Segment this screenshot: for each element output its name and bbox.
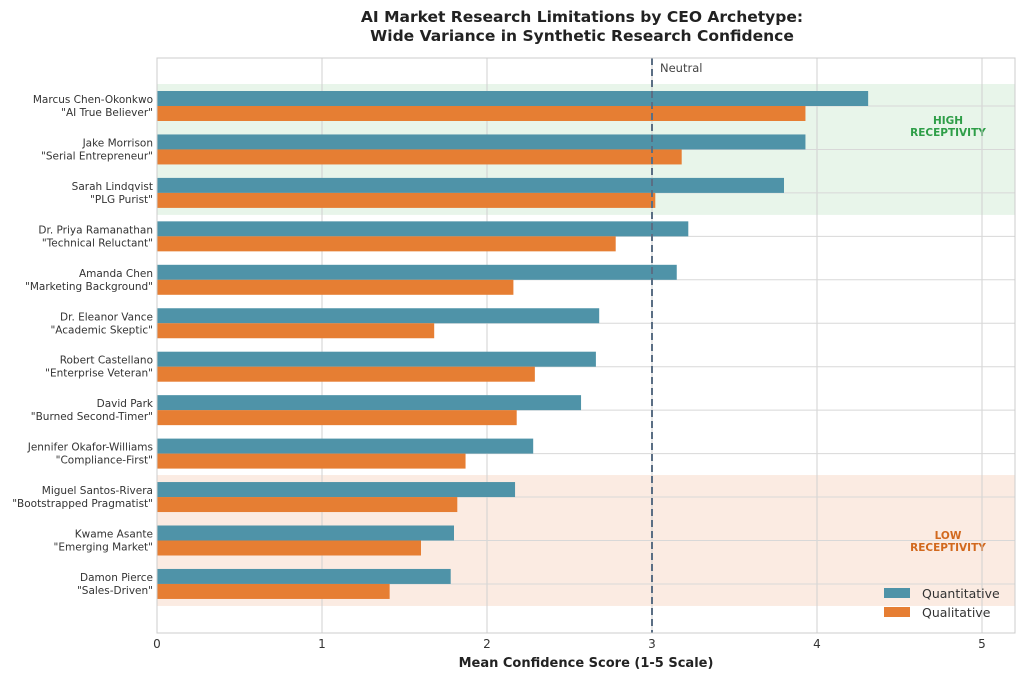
y-tick-name: Kwame Asante <box>75 529 153 541</box>
band-label-line2: RECEPTIVITY <box>910 127 986 139</box>
y-tick-name: Marcus Chen-Okonkwo <box>33 94 153 106</box>
neutral-reference: Neutral <box>651 58 702 633</box>
legend-label-qualitative: Qualitative <box>922 605 991 620</box>
legend-label-quantitative: Quantitative <box>922 586 1000 601</box>
y-tick-name: Miguel Santos-Rivera <box>42 485 153 497</box>
band-label-line1: LOW <box>935 530 962 542</box>
x-tick-label: 1 <box>318 637 326 651</box>
bar-quantitative <box>157 351 596 367</box>
y-tick-archetype: "Enterprise Veteran" <box>45 368 153 380</box>
bar-quantitative <box>157 568 451 584</box>
y-tick-archetype: "PLG Purist" <box>90 194 153 206</box>
band-label-line2: RECEPTIVITY <box>910 542 986 554</box>
y-tick-archetype: "Marketing Background" <box>25 281 153 293</box>
bar-qualitative <box>157 149 682 165</box>
bar-quantitative <box>157 395 582 411</box>
y-tick-name: Damon Pierce <box>80 572 153 584</box>
legend-swatch-qualitative <box>884 607 910 617</box>
y-tick-archetype: "Emerging Market" <box>54 542 153 554</box>
bar-qualitative <box>157 236 616 252</box>
bar-qualitative <box>157 366 535 382</box>
y-tick-archetype: "Bootstrapped Pragmatist" <box>12 498 153 510</box>
bar-quantitative <box>157 438 534 454</box>
y-tick-name: David Park <box>97 398 154 410</box>
x-tick-label: 0 <box>153 637 161 651</box>
bar-quantitative <box>157 134 806 150</box>
y-tick-name: Robert Castellano <box>60 355 153 367</box>
y-tick-archetype: "Academic Skeptic" <box>50 324 153 336</box>
x-axis-label: Mean Confidence Score (1-5 Scale) <box>459 656 714 671</box>
y-tick-name: Dr. Eleanor Vance <box>60 311 153 323</box>
y-tick-archetype: "Technical Reluctant" <box>42 237 153 249</box>
chart-subtitle: Wide Variance in Synthetic Research Conf… <box>370 27 794 45</box>
bar-qualitative <box>157 279 514 295</box>
x-tick-label: 3 <box>648 637 656 651</box>
y-tick-archetype: "Compliance-First" <box>56 455 153 467</box>
y-tick-archetype: "Burned Second-Timer" <box>31 411 153 423</box>
band-label-line1: HIGH <box>933 115 963 127</box>
y-tick-name: Dr. Priya Ramanathan <box>38 224 153 236</box>
bars <box>157 91 869 599</box>
y-tick-name: Sarah Lindqvist <box>72 181 153 193</box>
bar-qualitative <box>157 497 458 513</box>
y-tick-archetype: "Serial Entrepreneur" <box>41 150 153 162</box>
bar-quantitative <box>157 482 516 498</box>
plot-frame <box>156 57 1016 634</box>
y-tick-name: Jake Morrison <box>82 137 153 149</box>
bar-qualitative <box>157 410 517 426</box>
bar-quantitative <box>157 525 454 541</box>
bar-quantitative <box>157 91 869 106</box>
chart-title: AI Market Research Limitations by CEO Ar… <box>361 8 803 26</box>
bar-qualitative <box>157 453 466 469</box>
bar-qualitative <box>157 583 390 599</box>
bar-quantitative <box>157 177 784 193</box>
y-tick-archetype: "Sales-Driven" <box>77 585 153 597</box>
bar-qualitative <box>157 540 421 556</box>
y-tick-archetype: "AI True Believer" <box>61 107 153 119</box>
y-tick-labels: Marcus Chen-Okonkwo"AI True Believer" Jak… <box>12 94 154 597</box>
y-tick-name: Amanda Chen <box>79 268 153 280</box>
y-tick-name: Jennifer Okafor-Williams <box>27 442 153 454</box>
x-tick-label: 5 <box>978 637 986 651</box>
bar-quantitative <box>157 264 677 280</box>
legend: Quantitative Qualitative <box>884 586 1000 620</box>
legend-swatch-quantitative <box>884 588 910 598</box>
bar-qualitative <box>157 106 806 121</box>
bar-qualitative <box>157 192 656 208</box>
x-tick-label: 4 <box>813 637 821 651</box>
x-tick-label: 2 <box>483 637 491 651</box>
bar-quantitative <box>157 308 600 324</box>
neutral-label: Neutral <box>660 61 702 75</box>
bar-quantitative <box>157 221 689 237</box>
x-tick-labels: 0 1 2 3 4 5 <box>153 637 986 651</box>
bar-qualitative <box>157 323 435 339</box>
